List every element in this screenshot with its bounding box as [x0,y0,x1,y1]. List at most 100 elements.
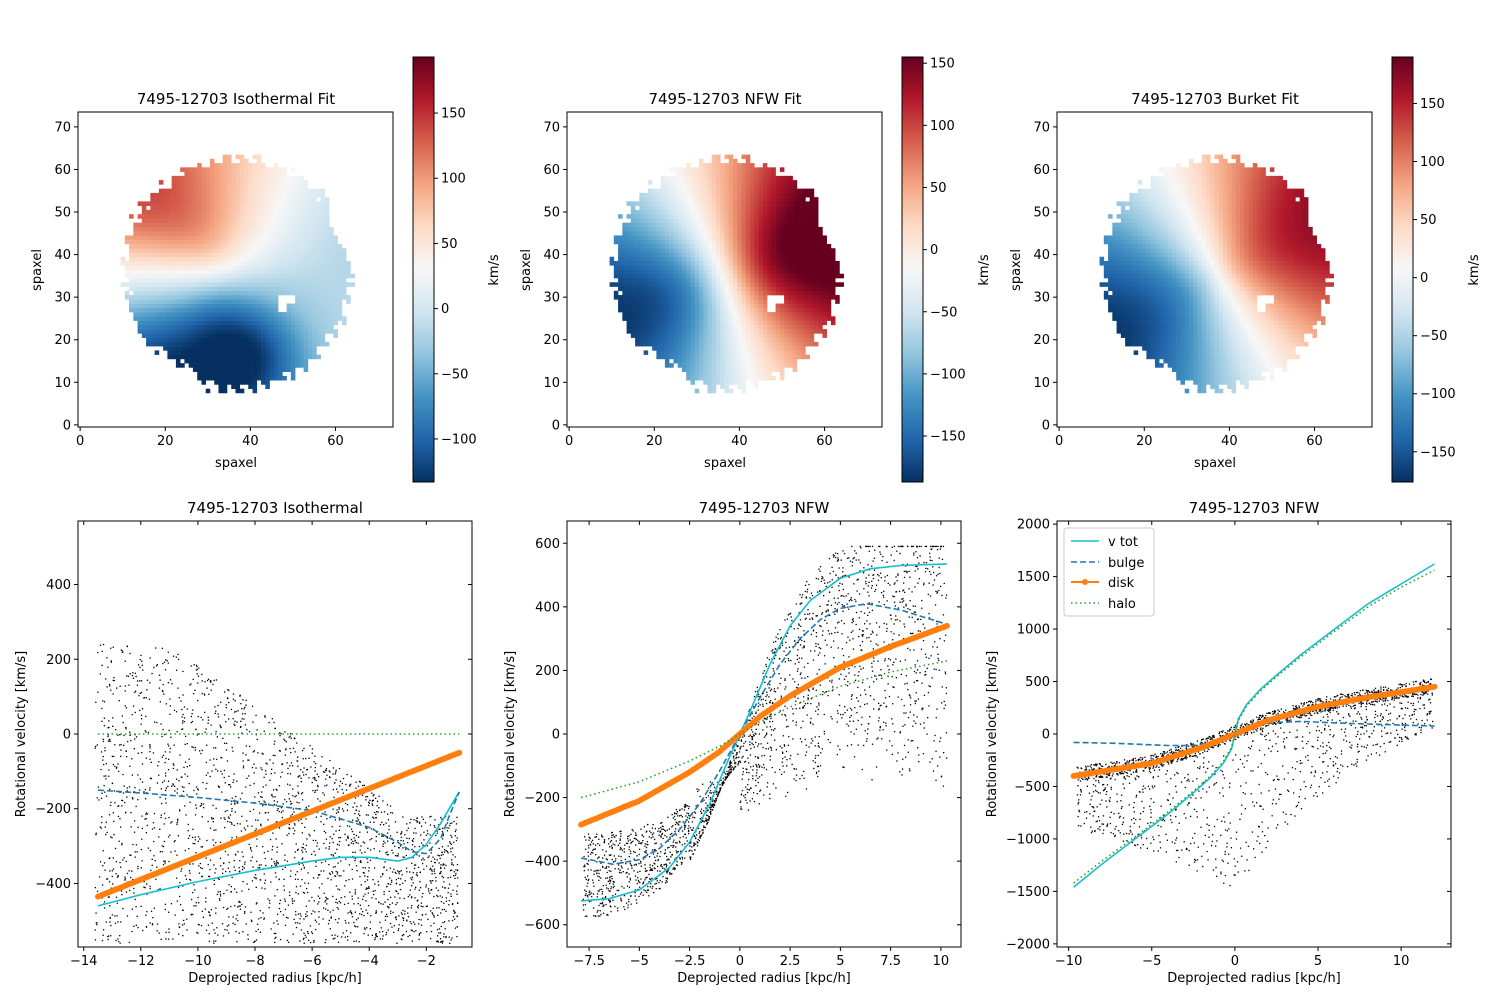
spaxel-cell [129,260,134,266]
spaxel-cell [209,269,215,275]
spaxel-cell [775,282,781,287]
spaxel-cell [686,363,691,368]
spaxel-cell [792,248,798,253]
spaxel-cell [171,269,177,275]
spaxel-cell [626,303,632,309]
spaxel-cell [261,205,266,211]
spaxel-cell [686,201,691,206]
spaxel-cell [273,180,279,185]
spaxel-cell [188,333,194,338]
spaxel-cell [728,371,734,377]
spaxel-cell [226,231,232,236]
spaxel-cell [801,197,806,202]
spaxel-cell [226,180,232,185]
spaxel-cell [1295,354,1300,360]
spaxel-cell [822,307,827,313]
spaxel-cell [1223,358,1228,364]
spaxel-cell [231,192,236,198]
spaxel-cell [256,231,262,236]
spaxel-cell [745,180,751,185]
spaxel-cell [303,316,309,321]
spaxel-cell [244,371,249,377]
spaxel-cell [231,354,236,360]
spaxel-cell [222,218,228,223]
spaxel-cell [299,214,304,219]
spaxel-cell [698,226,704,232]
spaxel-cell [329,235,334,241]
spaxel-cell [1223,380,1228,385]
spaxel-cell [728,316,734,321]
spaxel-cell [235,231,241,236]
spaxel-cell [826,278,832,283]
spaxel-cell [750,380,755,385]
spaxel-cell [792,307,798,313]
spaxel-cell [656,320,661,326]
spaxel-cell [171,184,177,189]
spaxel-cell [694,209,700,215]
spaxel-cell [337,312,343,317]
spaxel-cell [252,282,258,287]
spaxel-cell [745,282,751,287]
spaxel-cell [205,167,211,172]
spaxel-cell [728,375,734,381]
spaxel-cell [745,354,751,360]
spaxel-cell [835,269,840,275]
spaxel-cell [299,239,304,245]
spaxel-cell [686,286,691,292]
spaxel-cell [750,295,755,300]
spaxel-cell [299,320,304,326]
spaxel-cell [141,252,147,258]
spaxel-cell [796,243,802,249]
x-axis-label: spaxel [704,456,746,471]
spaxel-cell [686,269,691,275]
spaxel-cell [1205,333,1211,338]
spaxel-cell [1282,346,1288,351]
spaxel-cell [813,205,819,211]
spaxel-cell [273,312,279,317]
spaxel-cell [707,171,713,177]
spaxel-cell [278,248,283,253]
spaxel-cell [767,367,772,372]
spaxel-cell [222,350,228,355]
spaxel-cell [767,333,772,338]
spaxel-cell [333,290,338,296]
spaxel-cell [295,299,300,304]
spaxel-cell [180,337,185,343]
spaxel-cell [698,175,704,181]
spaxel-cell [146,333,151,338]
spaxel-cell [809,243,815,249]
spaxel-cell [758,286,764,292]
spaxel-cell [150,290,155,296]
spaxel-cell [214,222,219,228]
spaxel-cell [673,205,678,211]
spaxel-cell [231,226,236,232]
spaxel-cell [282,363,287,368]
spaxel-cell [290,324,296,330]
spaxel-cell [282,222,287,228]
spaxel-cell [303,367,309,372]
spaxel-cell [1171,337,1177,343]
spaxel-cell [792,350,798,355]
spaxel-cell [316,201,321,206]
spaxel-cell [754,265,759,270]
spaxel-cell [613,282,619,287]
spaxel-cell [226,303,232,309]
spaxel-cell [320,320,326,326]
spaxel-cell [656,290,661,296]
spaxel-cell [278,184,283,189]
spaxel-cell [686,316,691,321]
spaxel-cell [218,295,224,300]
spaxel-cell [635,333,640,338]
spaxel-cell [303,201,309,206]
spaxel-cell [711,226,717,232]
spaxel-cell [197,371,202,377]
spaxel-cell [745,367,751,372]
spaxel-cell [290,197,296,202]
spaxel-cell [252,260,258,266]
spaxel-cell [694,180,700,185]
spaxel-cell [197,180,202,185]
spaxel-cell [669,350,674,355]
spaxel-cell [690,375,696,381]
spaxel-cell [805,218,810,223]
spaxel-cell [337,252,343,258]
